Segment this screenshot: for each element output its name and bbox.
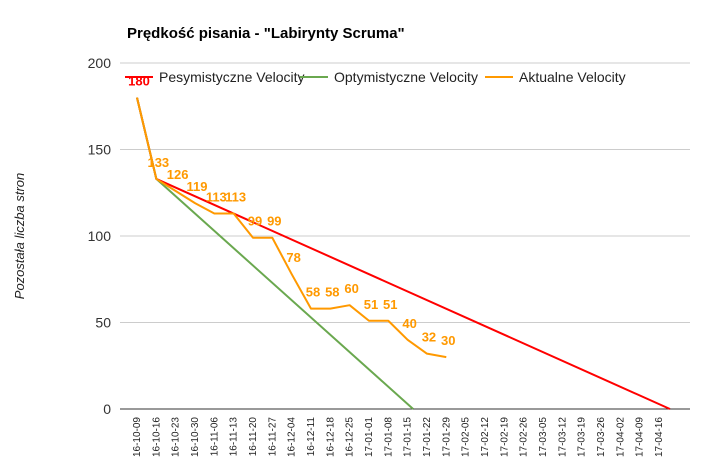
y-tick-label: 150	[88, 142, 112, 158]
x-tick-label: 17-04-16	[654, 417, 665, 457]
y-tick-label: 0	[103, 401, 111, 417]
x-tick-label: 17-03-19	[577, 417, 588, 457]
x-tick-label: 16-10-23	[171, 417, 182, 457]
x-tick-label: 16-12-18	[325, 417, 336, 457]
data-label: 113	[206, 190, 227, 205]
data-label: 99	[248, 214, 262, 229]
x-tick-label: 16-10-09	[132, 417, 143, 457]
data-label: 51	[364, 297, 378, 312]
x-tick-label: 17-01-29	[441, 417, 452, 457]
x-tick-label: 17-02-19	[499, 417, 510, 457]
x-tick-label: 16-11-06	[209, 417, 220, 457]
x-tick-label: 17-01-08	[383, 417, 394, 457]
x-tick-label: 16-11-13	[229, 417, 240, 457]
x-tick-label: 17-01-01	[364, 417, 375, 457]
x-tick-label: 16-11-20	[248, 417, 259, 457]
y-tick-label: 100	[88, 228, 112, 244]
x-tick-label: 17-03-26	[596, 417, 607, 457]
x-tick-label: 16-12-25	[345, 417, 356, 457]
data-label: 32	[422, 330, 436, 345]
data-label: 126	[167, 167, 189, 182]
data-label: 133	[147, 155, 169, 170]
data-label: 113	[225, 190, 246, 205]
data-label: 78	[286, 250, 300, 265]
data-label: 40	[402, 316, 416, 331]
chart-title: Prędkość pisania - "Labirynty Scruma"	[127, 25, 405, 42]
x-tick-label: 17-03-05	[538, 417, 549, 457]
x-tick-label: 17-01-15	[403, 417, 414, 457]
series-line-1	[136, 97, 671, 410]
data-label: 180	[128, 74, 150, 89]
data-label: 51	[383, 297, 397, 312]
x-tick-label: 16-10-30	[190, 417, 201, 457]
data-label: 60	[344, 281, 358, 296]
legend-entry: Aktualne Velocity	[519, 69, 626, 85]
x-tick-label: 17-02-26	[519, 417, 530, 457]
series-line-2	[136, 97, 414, 410]
legend-entry: Optymistyczne Velocity	[334, 69, 478, 85]
data-label: 58	[325, 285, 339, 300]
x-tick-label: 17-01-22	[422, 417, 433, 457]
x-tick-label: 16-11-27	[267, 417, 278, 457]
y-tick-label: 50	[95, 315, 111, 331]
y-axis-label: Pozostała liczba stron	[12, 173, 27, 299]
data-label: 30	[441, 333, 455, 348]
x-tick-label: 17-04-09	[635, 417, 646, 457]
x-tick-label: 17-04-02	[615, 417, 626, 457]
x-tick-label: 17-03-12	[557, 417, 568, 457]
legend-entry: Pesymistyczne Velocity	[159, 69, 305, 85]
y-tick-label: 200	[88, 55, 112, 71]
x-tick-label: 16-12-04	[287, 417, 298, 457]
data-label: 119	[186, 179, 207, 194]
x-tick-label: 16-10-16	[151, 417, 162, 457]
x-tick-label: 16-12-11	[306, 417, 317, 457]
data-label: 99	[267, 214, 281, 229]
series-line-3	[136, 97, 447, 359]
x-tick-label: 17-02-05	[461, 417, 472, 457]
data-label: 58	[306, 285, 320, 300]
x-tick-label: 17-02-12	[480, 417, 491, 457]
